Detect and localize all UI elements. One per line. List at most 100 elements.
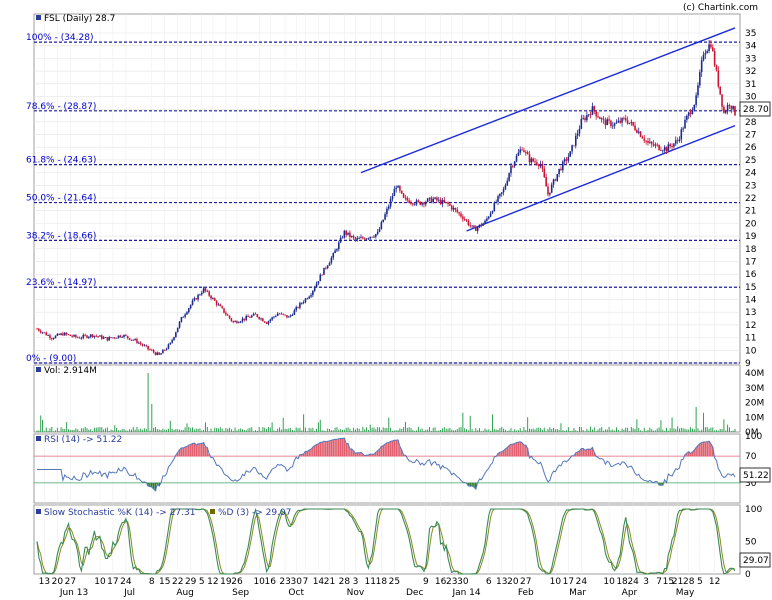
price-tick-label: 28 — [745, 118, 757, 128]
price-tick-label: 30 — [745, 92, 757, 102]
channel-lower-line — [466, 125, 736, 232]
candle-body — [487, 216, 490, 219]
x-month-label: Oct — [288, 588, 304, 598]
x-day-label: 25 — [389, 577, 400, 587]
candle-body — [463, 219, 466, 220]
candle-body — [317, 281, 320, 284]
candle-body — [186, 312, 188, 315]
candle-body — [724, 111, 727, 113]
candle-body — [336, 249, 338, 251]
fibonacci-levels: 100% - (34.28) 78.6% - (28.87) 61.8% - (24… — [26, 33, 740, 364]
candle-body — [471, 225, 473, 227]
candle-body — [250, 315, 253, 318]
candle-body — [134, 339, 136, 341]
x-day-label: 22 — [172, 577, 183, 587]
candle-body — [128, 337, 131, 340]
candle-body — [278, 313, 281, 315]
candle-body — [526, 152, 529, 155]
candle-body — [536, 162, 538, 165]
price-legend-swatch — [36, 15, 41, 20]
price-candles — [36, 39, 736, 356]
candle-body — [293, 310, 296, 315]
candle-body — [500, 192, 503, 194]
candle-body — [560, 168, 562, 171]
candle-body — [149, 349, 151, 351]
candle-body — [384, 214, 386, 220]
candle-body — [569, 151, 572, 157]
x-day-label: 24 — [576, 577, 588, 587]
candle-body — [365, 238, 368, 240]
candle-body — [184, 314, 186, 317]
candle-body — [175, 332, 177, 338]
candle-body — [619, 120, 622, 123]
candle-body — [497, 196, 499, 202]
candle-body — [397, 186, 399, 188]
candle-body — [334, 250, 336, 254]
candle-body — [443, 200, 446, 203]
candle-body — [413, 204, 416, 206]
candle-body — [156, 352, 159, 355]
candle-body — [545, 177, 547, 187]
candle-body — [682, 128, 684, 130]
candle-body — [347, 232, 349, 235]
price-tick-label: 9 — [745, 359, 751, 369]
candle-body — [139, 342, 142, 345]
candle-body — [634, 125, 636, 131]
x-day-label: 12 — [207, 577, 218, 587]
stoch-tick-label: 50 — [745, 538, 757, 548]
candle-body — [506, 180, 509, 186]
rsi-tick-label: 100 — [745, 432, 762, 442]
candle-body — [476, 227, 479, 231]
candle-body — [493, 202, 496, 212]
grid — [34, 14, 740, 574]
x-month-label: Mar — [569, 588, 586, 598]
candle-body — [406, 197, 409, 201]
price-tick-label: 12 — [745, 321, 756, 331]
candle-body — [86, 335, 88, 338]
candle-body — [704, 53, 707, 55]
candle-body — [160, 353, 162, 355]
candle-body — [449, 203, 451, 206]
x-day-label: 15 — [663, 577, 674, 587]
x-day-label: 18 — [616, 577, 628, 587]
candle-body — [606, 119, 609, 126]
candle-body — [195, 298, 198, 300]
candle-body — [686, 115, 688, 120]
candle-body — [512, 166, 514, 167]
candle-body — [502, 189, 505, 193]
candle-body — [404, 197, 407, 199]
stoch-d-title: %D (3) -> 29.07 — [218, 508, 291, 518]
candle-body — [226, 314, 229, 316]
candle-body — [234, 321, 236, 323]
candle-body — [425, 201, 427, 205]
candle-body — [238, 322, 240, 324]
candle-body — [734, 106, 736, 116]
candle-body — [204, 288, 207, 291]
candle-body — [162, 349, 164, 354]
candle-body — [426, 198, 429, 202]
volume-title: Vol: 2.914M — [44, 366, 97, 376]
candle-body — [691, 110, 694, 114]
candle-body — [330, 257, 333, 263]
candle-body — [210, 295, 212, 299]
candle-body — [249, 317, 251, 318]
candle-body — [702, 54, 705, 61]
rsi-legend-swatch — [36, 436, 41, 441]
candle-body — [441, 200, 444, 205]
candle-body — [247, 316, 249, 318]
stochastic-y-axis: 100 50 0 — [745, 505, 762, 580]
candle-body — [706, 50, 709, 54]
x-day-label: 30 — [457, 577, 469, 587]
candle-body — [565, 159, 568, 161]
candle-body — [395, 187, 397, 190]
candle-body — [726, 105, 729, 112]
candle-body — [339, 237, 342, 243]
x-day-label: 5 — [697, 577, 703, 587]
x-day-label: 24 — [120, 577, 132, 587]
candle-body — [345, 230, 347, 235]
candle-body — [421, 202, 423, 205]
candle-body — [60, 333, 62, 335]
candle-body — [410, 202, 412, 204]
candle-body — [391, 196, 394, 200]
x-day-label: 20 — [52, 577, 64, 587]
